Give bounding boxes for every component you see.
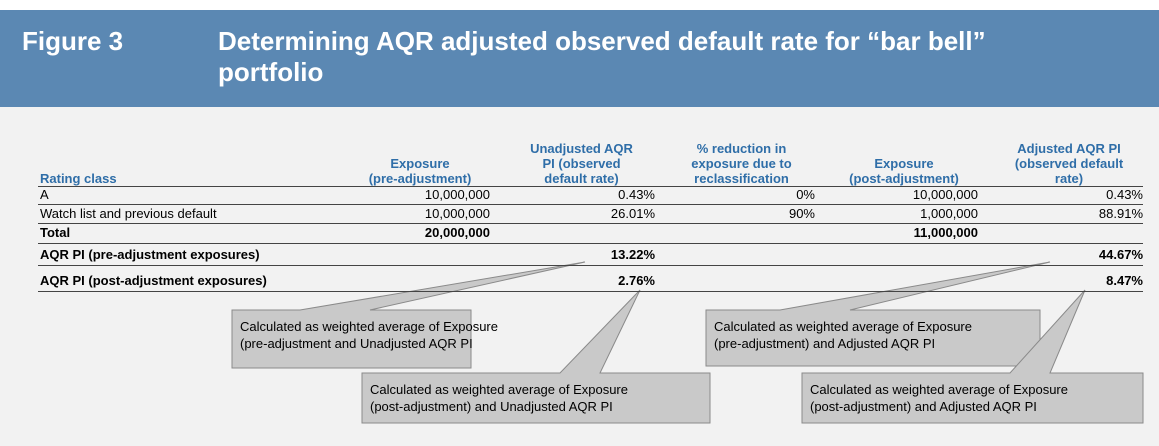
callout-line: (pre-adjustment) and Adjusted AQR PI: [714, 336, 936, 351]
table-cell: AQR PI (pre-adjustment exposures): [40, 247, 260, 262]
column-header: % reduction in exposure due to reclassific…: [668, 120, 815, 186]
table-cell: AQR PI (post-adjustment exposures): [40, 273, 267, 288]
table-cell: 88.91%: [1098, 206, 1143, 221]
callout-line: Calculated as weighted average of Exposu…: [370, 382, 628, 397]
title-line: portfolio: [218, 57, 324, 87]
rule: [38, 223, 1143, 224]
column-header: Unadjusted AQR PI (observed default rate): [508, 120, 655, 186]
table-cell: 1,000,000: [920, 206, 978, 221]
header: Figure 3 Determining AQR adjusted observ…: [0, 10, 1159, 107]
table-cell: 10,000,000: [424, 187, 490, 202]
table-cell: 0.43%: [618, 187, 655, 202]
column-header: Exposure (post-adjustment): [830, 120, 978, 186]
table-cell: 0.43%: [1106, 187, 1143, 202]
figure-title: Determining AQR adjusted observed defaul…: [218, 26, 986, 88]
rule: [38, 186, 1143, 187]
callout-line: Calculated as weighted average of Exposu…: [240, 319, 498, 334]
header-line: default rate): [544, 171, 619, 186]
column-header: Rating class: [40, 120, 300, 186]
table-cell: 20,000,000: [424, 225, 490, 240]
header-line: (pre-adjustment): [368, 171, 472, 186]
callout-line: (pre-adjustment and Unadjusted AQR PI: [240, 336, 473, 351]
header-line: Unadjusted AQR: [530, 141, 633, 156]
table-cell: 90%: [788, 206, 815, 221]
callout-text: Calculated as weighted average of Exposu…: [240, 318, 498, 352]
table-cell: 10,000,000: [912, 187, 978, 202]
header-line: % reduction in: [696, 141, 787, 156]
table-cell: 2.76%: [618, 273, 655, 288]
callout-box: [705, 261, 1051, 367]
rule: [38, 243, 1143, 244]
header-line: (observed default: [1014, 156, 1124, 171]
callout-text: Calculated as weighted average of Exposu…: [714, 318, 972, 352]
header-line: exposure due to: [691, 156, 792, 171]
table-cell: 8.47%: [1106, 273, 1143, 288]
header-line: PI (observed: [542, 156, 621, 171]
header-line: rate): [1054, 171, 1084, 186]
table-cell: 44.67%: [1098, 247, 1143, 262]
callout-line: Calculated as weighted average of Exposu…: [810, 382, 1068, 397]
figure-label: Figure 3: [22, 26, 124, 56]
callout-text: Calculated as weighted average of Exposu…: [370, 381, 628, 415]
column-header: Exposure (pre-adjustment): [350, 120, 490, 186]
column-header: Adjusted AQR PI (observed default rate): [995, 120, 1143, 186]
header-line: Exposure: [390, 156, 450, 171]
table-cell: Watch list and previous default: [40, 206, 217, 221]
table-cell: 11,000,000: [913, 225, 978, 240]
header-line: Adjusted AQR PI: [1017, 141, 1121, 156]
callout-box: [801, 289, 1144, 424]
rule: [38, 204, 1143, 205]
table-cell: A: [40, 187, 49, 202]
table-cell: 0%: [796, 187, 815, 202]
callout-box: [361, 289, 711, 424]
callout-line: (post-adjustment) and Adjusted AQR PI: [810, 399, 1037, 414]
callout-text: Calculated as weighted average of Exposu…: [810, 381, 1068, 415]
table-cell: 10,000,000: [424, 206, 490, 221]
table-cell: 13.22%: [610, 247, 655, 262]
table-cell: Total: [40, 225, 71, 240]
callout-line: (post-adjustment) and Unadjusted AQR PI: [370, 399, 613, 414]
callout-box: [231, 261, 586, 369]
callout-line: Calculated as weighted average of Exposu…: [714, 319, 972, 334]
table-cell: 26.01%: [610, 206, 655, 221]
header-line: reclassification: [694, 171, 789, 186]
rule: [38, 265, 1143, 266]
title-line: Determining AQR adjusted observed defaul…: [218, 26, 986, 56]
rule: [38, 291, 1143, 292]
header-line: Exposure: [874, 156, 934, 171]
header-line: (post-adjustment): [849, 171, 959, 186]
header-line: Rating class: [40, 171, 117, 186]
